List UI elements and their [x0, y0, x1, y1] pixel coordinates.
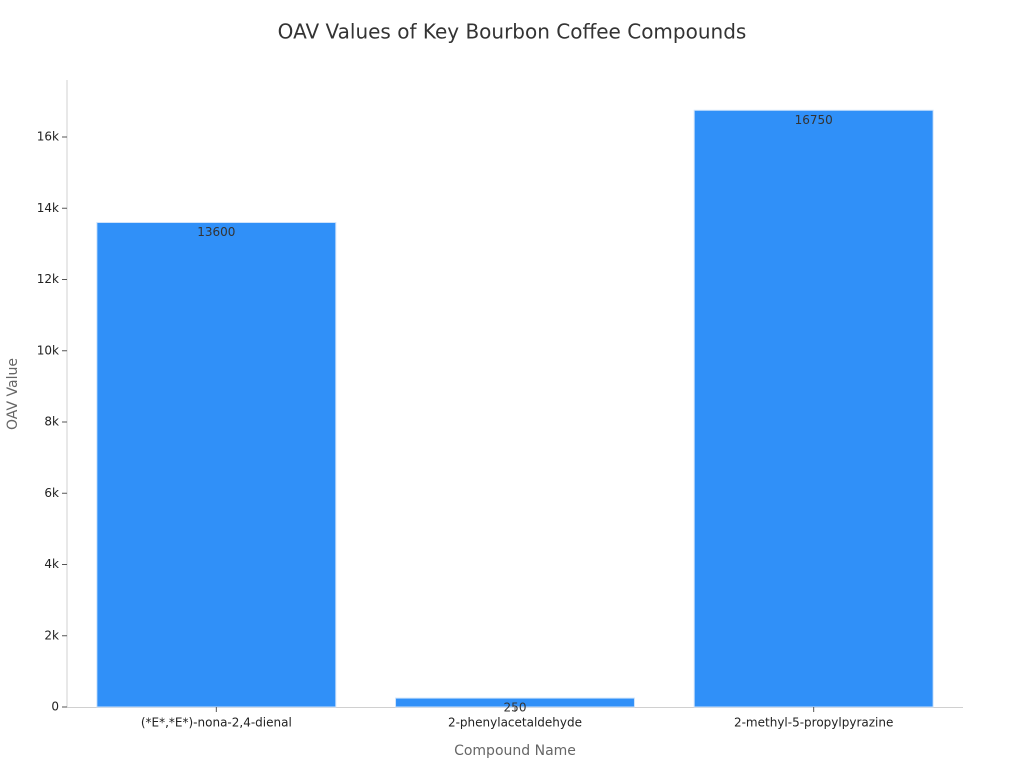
y-tick-label: 2k: [44, 628, 59, 642]
y-tick-label: 16k: [37, 130, 59, 144]
y-axis-label: OAV Value: [5, 358, 21, 430]
y-tick-label: 6k: [44, 486, 59, 500]
data-label: 16750: [795, 113, 833, 127]
y-tick-label: 10k: [37, 343, 59, 357]
bar: [96, 222, 337, 708]
bar: [693, 109, 934, 708]
y-tick-label: 12k: [37, 272, 59, 286]
x-tick-label: 2-methyl-5-propylpyrazine: [734, 716, 893, 730]
y-tick-label: 4k: [44, 557, 59, 571]
x-tick-label: (*E*,*E*)-nona-2,4-dienal: [141, 716, 292, 730]
y-tick-label: 14k: [37, 201, 59, 215]
x-tick-label: 2-phenylacetaldehyde: [448, 716, 582, 730]
y-tick-label: 0: [51, 700, 59, 714]
chart-title: OAV Values of Key Bourbon Coffee Compoun…: [278, 20, 747, 44]
x-axis-label: Compound Name: [454, 743, 576, 759]
data-label: 13600: [197, 225, 235, 239]
y-tick-label: 8k: [44, 415, 59, 429]
